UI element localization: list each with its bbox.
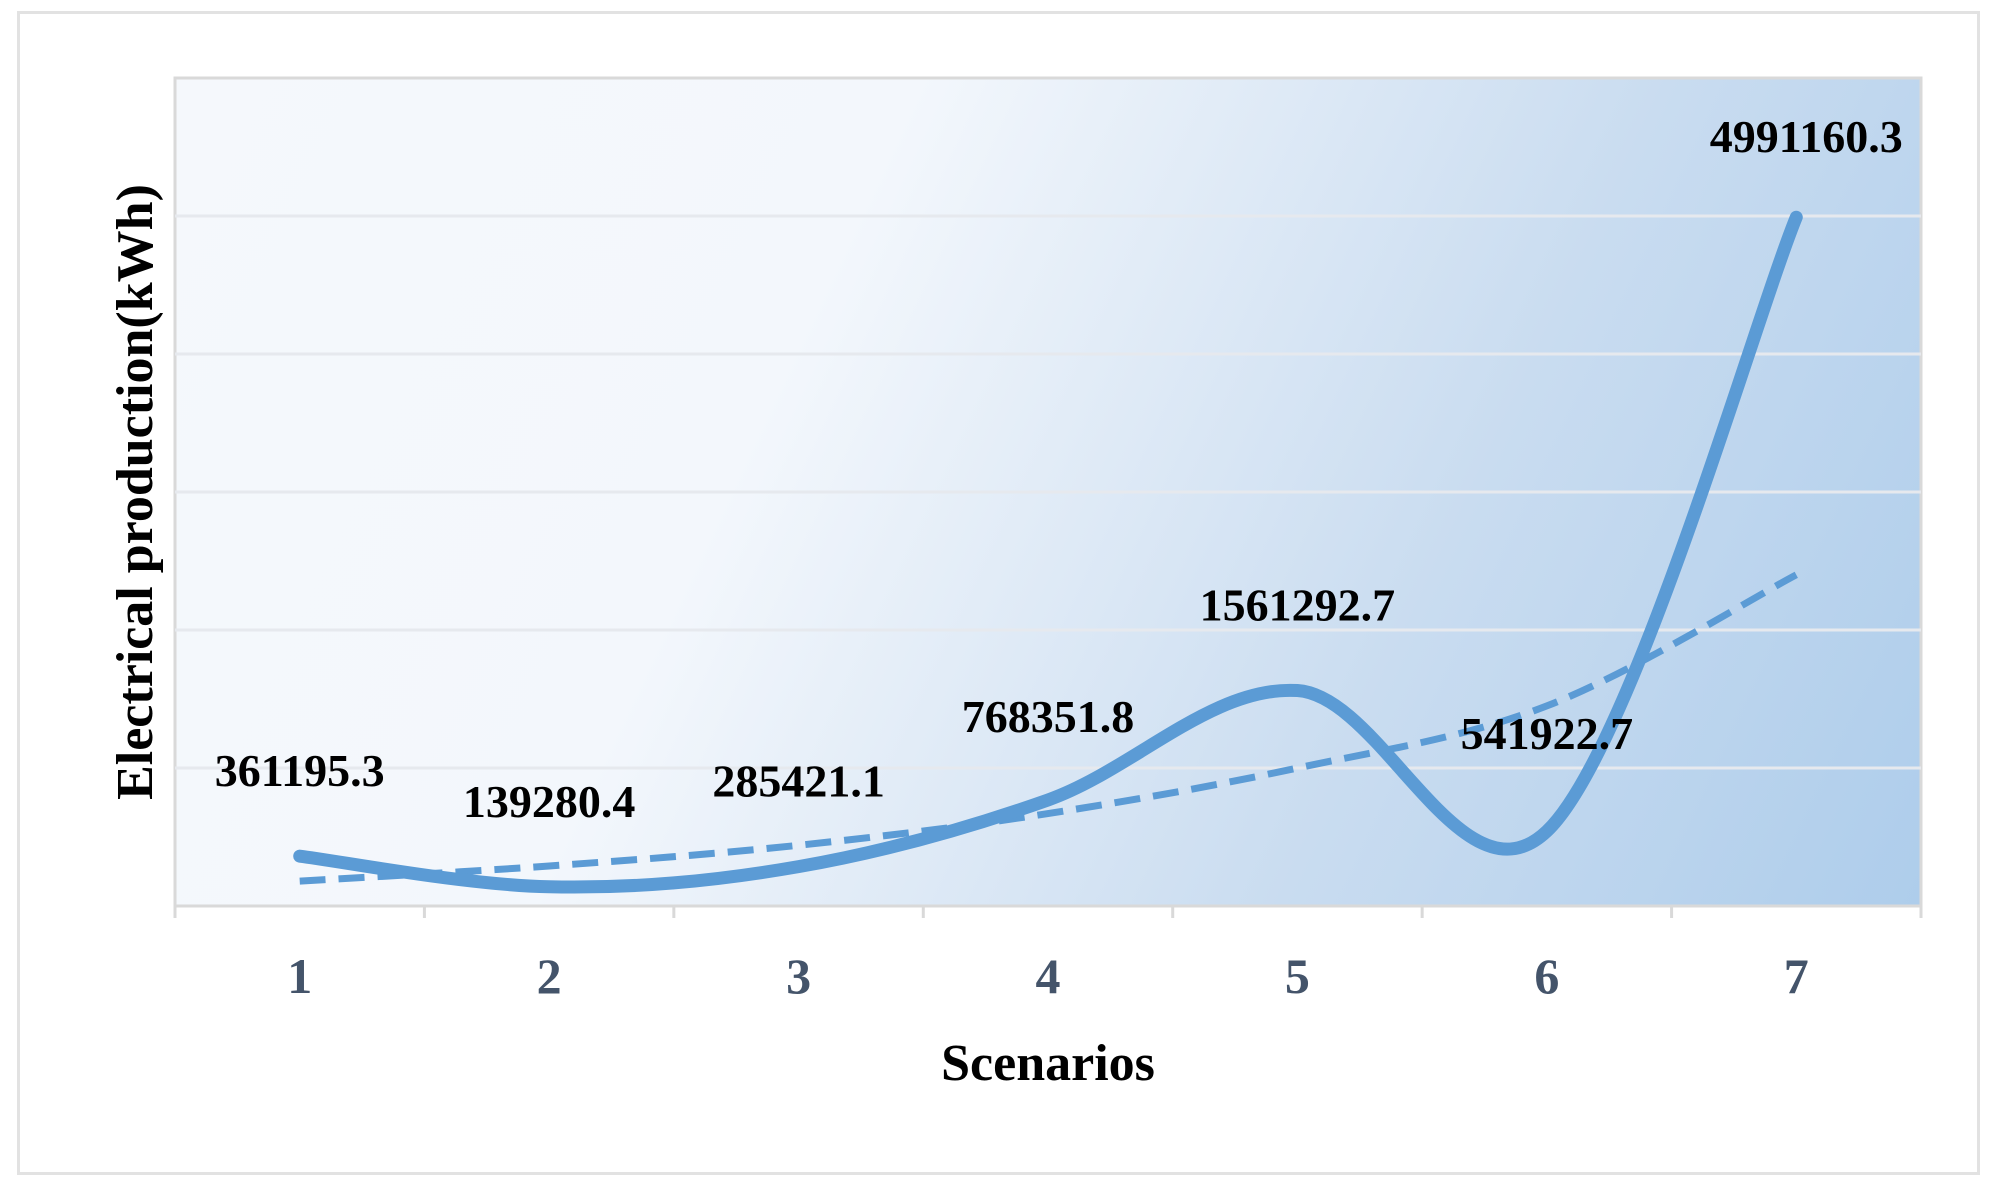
y-axis-title: Electrical production(kWh) bbox=[107, 184, 164, 800]
data-labels: 361195.3 139280.4 285421.1 768351.8 1561292.… bbox=[215, 111, 1903, 827]
series-line bbox=[293, 210, 1803, 894]
series-trendline bbox=[299, 571, 1798, 885]
series-group bbox=[293, 210, 1803, 894]
data-label: 139280.4 bbox=[463, 776, 636, 827]
x-tick-label: 4 bbox=[1036, 948, 1061, 1004]
data-label: 1561292.7 bbox=[1200, 580, 1396, 631]
data-label: 768351.8 bbox=[962, 691, 1135, 742]
data-label: 4991160.3 bbox=[1710, 111, 1903, 162]
x-tick-label: 1 bbox=[287, 948, 312, 1004]
x-tick-label: 6 bbox=[1534, 948, 1559, 1004]
x-tick-label: 3 bbox=[786, 948, 811, 1004]
data-label: 361195.3 bbox=[215, 745, 385, 796]
data-label: 285421.1 bbox=[712, 756, 885, 807]
x-tick-label: 5 bbox=[1285, 948, 1310, 1004]
x-axis: 1 2 3 4 5 6 7 bbox=[173, 904, 1923, 1004]
gridlines bbox=[175, 214, 1921, 770]
data-label: 541922.7 bbox=[1461, 708, 1634, 759]
x-tick-label: 7 bbox=[1784, 948, 1809, 1004]
x-axis-title: Scenarios bbox=[941, 1035, 1155, 1092]
x-tick-label: 2 bbox=[537, 948, 562, 1004]
